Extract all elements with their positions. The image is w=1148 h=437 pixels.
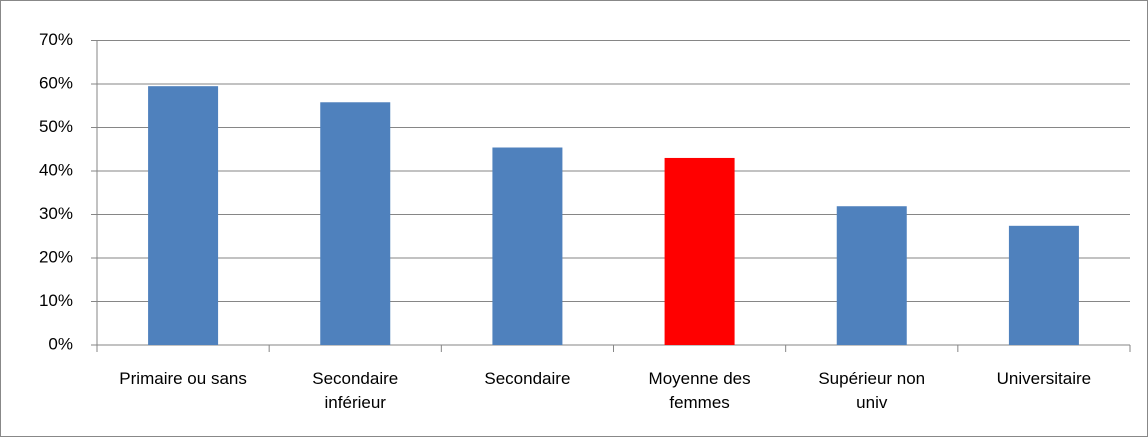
bar: [492, 147, 563, 345]
bar: [1008, 225, 1079, 345]
x-tick-label: Moyenne des femmes: [648, 369, 751, 412]
y-tick-label: 10%: [39, 291, 73, 310]
bar: [148, 86, 219, 346]
x-tick-label: Universitaire: [996, 369, 1092, 388]
y-tick-label: 50%: [39, 117, 73, 136]
x-tick-label: Primaire ou sans: [119, 369, 247, 388]
y-tick-label: 0%: [48, 334, 73, 353]
x-tick-label: Secondaire: [484, 369, 571, 388]
bar: [320, 102, 391, 346]
y-tick-label: 60%: [39, 73, 73, 92]
bar: [836, 206, 907, 345]
bar: [664, 157, 735, 345]
x-tick-label: Secondaire inférieur: [312, 369, 399, 412]
y-tick-label: 40%: [39, 160, 73, 179]
x-tick-label: Supérieur non univ: [818, 369, 926, 412]
y-tick-label: 20%: [39, 247, 73, 266]
y-tick-label: 70%: [39, 30, 73, 49]
y-tick-label: 30%: [39, 204, 73, 223]
